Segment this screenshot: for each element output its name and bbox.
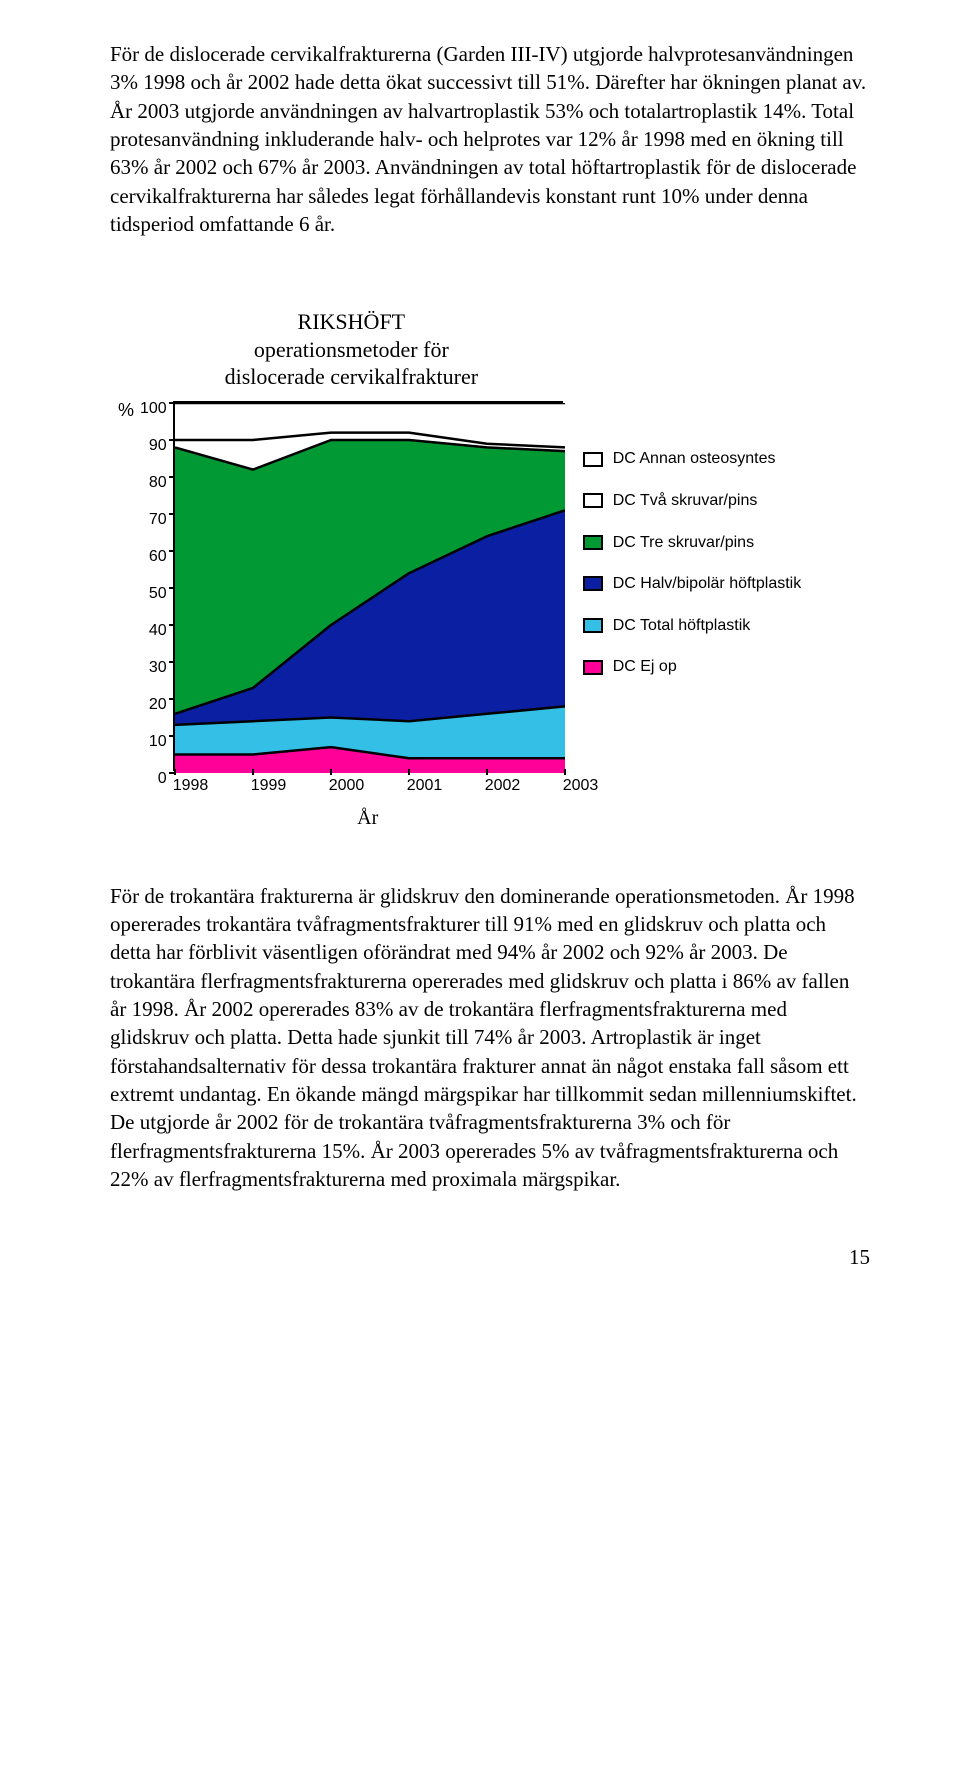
legend-label: DC Annan osteosyntes [613, 448, 776, 470]
page-number: 15 [110, 1243, 870, 1271]
plot-area [173, 401, 563, 771]
legend-item: DC Tre skruvar/pins [583, 532, 802, 554]
legend-item: DC Halv/bipolär höftplastik [583, 573, 802, 595]
legend-swatch [583, 535, 603, 550]
chart-svg [175, 403, 565, 773]
legend-label: DC Ej op [613, 656, 677, 678]
chart-title-line-2: dislocerade cervikalfrakturer [225, 364, 478, 389]
legend-label: DC Total höftplastik [613, 615, 751, 637]
legend-item: DC Annan osteosyntes [583, 448, 802, 470]
x-axis-ticks: 199819992000200120022003 [173, 771, 563, 797]
x-axis-row: 199819992000200120022003 År [140, 771, 563, 832]
legend-swatch [583, 576, 603, 591]
chart-container: % RIKSHÖFT operationsmetoder för disloce… [110, 308, 870, 831]
plot-row: 1009080706050403020100 [140, 401, 563, 771]
legend-swatch [583, 660, 603, 675]
chart-core: RIKSHÖFT operationsmetoder för dislocera… [140, 308, 563, 831]
legend-label: DC Tre skruvar/pins [613, 532, 754, 554]
x-axis-label: År [173, 805, 563, 832]
chart-title-line-1: operationsmetoder för [254, 337, 449, 362]
chart-legend: DC Annan osteosyntes DC Två skruvar/pins D… [583, 448, 802, 678]
legend-swatch [583, 452, 603, 467]
legend-item: DC Total höftplastik [583, 615, 802, 637]
y-axis-spacer [140, 771, 173, 832]
y-unit-label: % [118, 400, 134, 420]
legend-label: DC Två skruvar/pins [613, 490, 758, 512]
chart-title-line-0: RIKSHÖFT [298, 309, 406, 334]
legend-item: DC Ej op [583, 656, 802, 678]
y-axis-unit: % [110, 308, 140, 422]
legend-swatch [583, 493, 603, 508]
y-axis-ticks: 1009080706050403020100 [140, 401, 173, 771]
legend-label: DC Halv/bipolär höftplastik [613, 573, 802, 595]
legend-item: DC Två skruvar/pins [583, 490, 802, 512]
legend-swatch [583, 618, 603, 633]
chart-title: RIKSHÖFT operationsmetoder för dislocera… [225, 308, 478, 391]
paragraph-1: För de dislocerade cervikalfrakturerna (… [110, 40, 870, 238]
paragraph-2: För de trokantära frakturerna är glidskr… [110, 882, 870, 1194]
